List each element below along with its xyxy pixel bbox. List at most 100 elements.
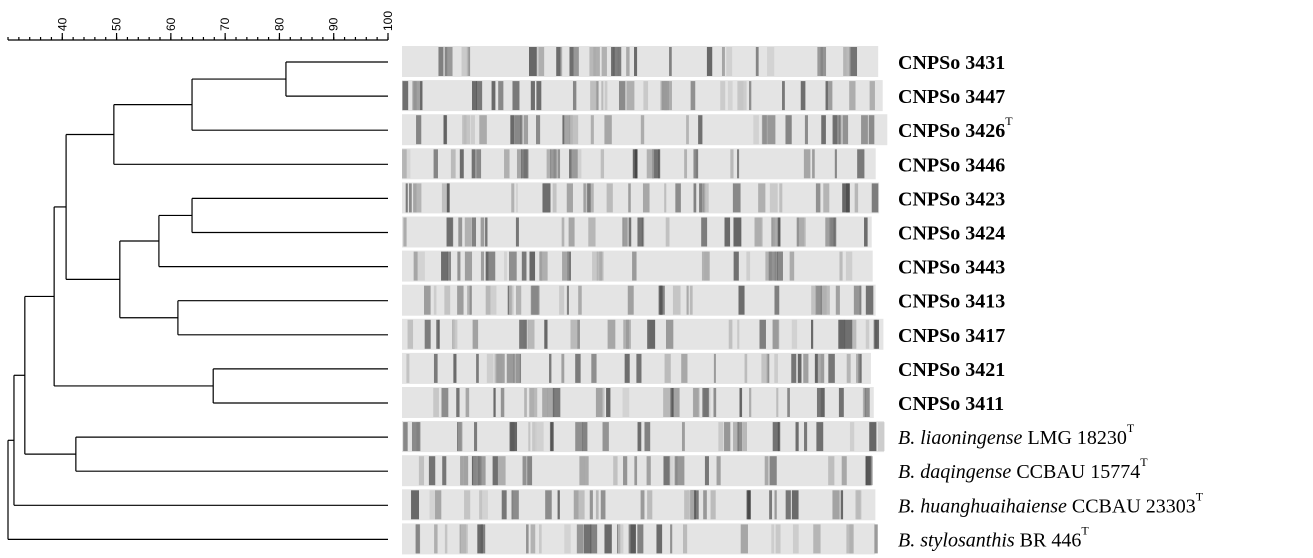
gel-band <box>724 422 731 452</box>
gel-band <box>561 217 565 247</box>
gel-band <box>739 81 747 111</box>
gel-band <box>477 524 483 554</box>
gel-band <box>669 456 674 486</box>
gel-band <box>644 422 651 452</box>
gel-band <box>428 456 436 486</box>
gel-band <box>838 319 846 349</box>
gel-band <box>405 183 408 213</box>
gel-band <box>730 149 734 179</box>
gel-band <box>758 183 766 213</box>
leaf-label: B. stylosanthis BR 446T <box>898 523 1089 551</box>
gel-band <box>774 490 777 520</box>
gel-band <box>441 251 449 281</box>
strain-name: CNPSo 3431 <box>898 52 1005 74</box>
gel-band <box>765 251 772 281</box>
gel-band <box>812 149 815 179</box>
gel-band <box>811 319 814 349</box>
gel-lane <box>402 46 879 77</box>
x-tick-label: 60 <box>164 17 178 31</box>
gel-band <box>702 388 709 417</box>
gel-band <box>559 285 565 315</box>
gel-band <box>464 490 471 520</box>
gel-band <box>433 285 437 315</box>
gel-band <box>416 115 422 145</box>
gel-band <box>744 353 748 383</box>
gel-band <box>670 524 673 554</box>
gel-band <box>543 183 550 213</box>
gel-band <box>520 115 523 145</box>
gel-band <box>733 251 739 281</box>
strain-name: BR 446 <box>1020 529 1082 551</box>
gel-band <box>470 115 475 145</box>
gel-band <box>716 456 721 486</box>
strain-name: CCBAU 23303 <box>1072 495 1196 517</box>
gel-band <box>817 47 823 76</box>
gel-band <box>634 456 638 486</box>
gel-band <box>777 217 781 247</box>
gel-band <box>572 81 577 111</box>
gel-band <box>843 47 851 76</box>
gel-band <box>441 183 450 213</box>
gel-band <box>595 388 603 417</box>
gel-band <box>467 285 471 315</box>
gel-band <box>865 285 874 315</box>
gel-band <box>583 183 586 213</box>
gel-band <box>465 388 470 417</box>
gel-band <box>527 456 533 486</box>
gel-band <box>647 319 656 349</box>
gel-band <box>578 490 585 520</box>
gel-band <box>672 388 680 417</box>
gel-band <box>601 47 607 76</box>
gel-band <box>755 217 763 247</box>
gel-band <box>856 353 860 383</box>
gel-band <box>492 456 498 486</box>
gel-band <box>618 81 626 111</box>
gel-band <box>857 353 862 383</box>
gel-band <box>590 81 597 111</box>
gel-band <box>869 422 877 452</box>
gel-band <box>570 115 579 145</box>
gel-band <box>568 217 575 247</box>
species-name: B. daqingense <box>898 461 1011 483</box>
gel-band <box>575 422 583 452</box>
x-tick-label: 100 <box>381 11 395 31</box>
gel-band <box>596 251 604 281</box>
leaf-label: B. huanghuaihaiense CCBAU 23303T <box>898 489 1204 517</box>
gel-band <box>590 524 598 554</box>
gel-band <box>854 183 859 213</box>
strain-name: CNPSo 3413 <box>898 291 1005 313</box>
gel-band <box>732 183 741 213</box>
gel-band <box>777 251 783 281</box>
gel-band <box>815 183 821 213</box>
leaf-label: CNPSo 3426T <box>898 114 1013 142</box>
gel-band <box>828 353 835 383</box>
gel-band <box>593 47 600 76</box>
gel-band <box>476 81 483 111</box>
gel-band <box>607 319 616 349</box>
gel-band <box>611 47 615 76</box>
gel-band <box>509 285 514 315</box>
gel-band <box>438 47 444 76</box>
gel-band <box>464 251 473 281</box>
gel-band <box>658 285 663 315</box>
gel-band <box>704 183 709 213</box>
gel-band <box>791 319 798 349</box>
gel-band <box>681 422 685 452</box>
gel-band <box>562 115 565 145</box>
gel-band <box>718 422 724 452</box>
gel-band <box>622 388 630 417</box>
strain-name: CNPSo 3426 <box>898 120 1005 142</box>
gel-lane <box>402 216 872 248</box>
gel-band <box>444 285 451 315</box>
gel-band <box>626 47 630 76</box>
leaf-label: CNPSo 3446 <box>898 154 1005 176</box>
gel-band <box>798 217 806 247</box>
gel-band <box>710 490 716 520</box>
gel-band <box>737 149 740 179</box>
gel-band <box>813 524 821 554</box>
gel-band <box>500 388 505 417</box>
gel-band <box>727 81 733 111</box>
gel-band <box>549 149 557 179</box>
gel-band <box>828 456 835 486</box>
gel-band <box>473 456 479 486</box>
